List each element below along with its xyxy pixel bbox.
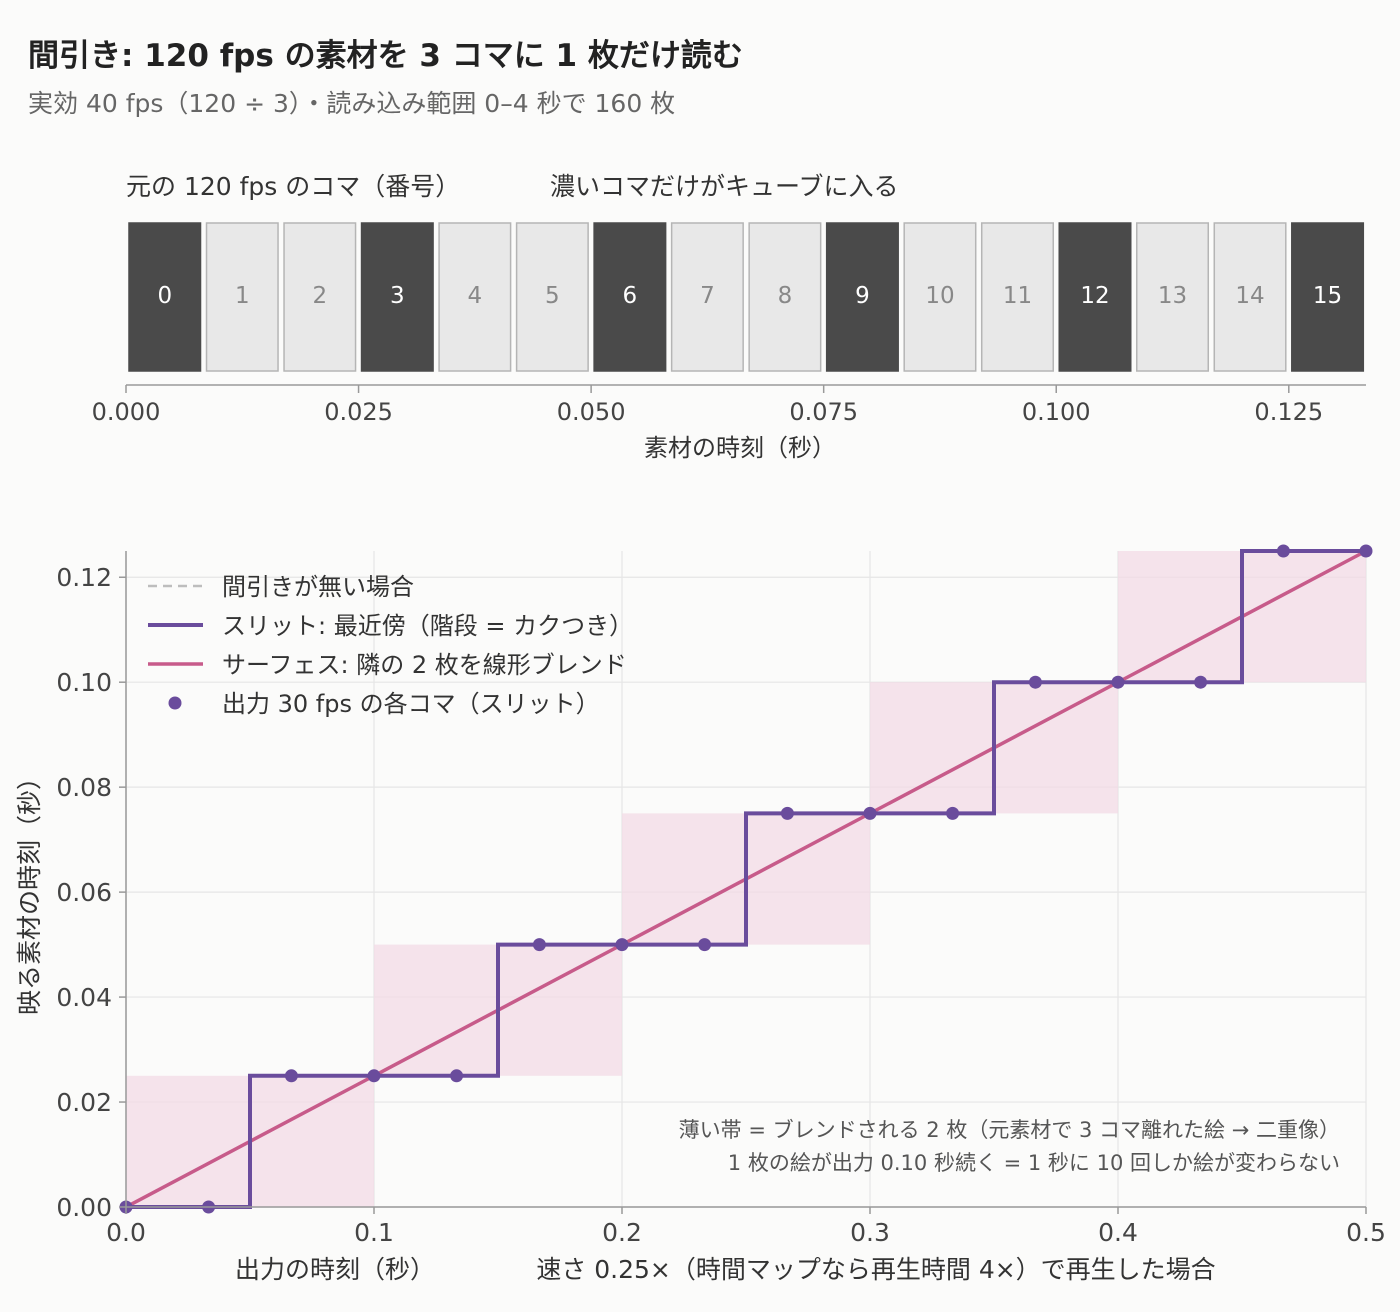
output-frame-point xyxy=(1111,675,1125,689)
frame-label-0: 0 xyxy=(157,283,172,309)
frame-box-1 xyxy=(205,222,279,372)
x-tick-label: 0.4 xyxy=(1098,1218,1138,1247)
frame-box-10 xyxy=(903,222,977,372)
frame-x-tick-label: 0.125 xyxy=(1254,398,1323,426)
output-frame-point xyxy=(202,1200,216,1214)
series-no-decimation xyxy=(125,549,1367,1209)
annotation-line-1: 薄い帯 = ブレンドされる 2 枚（元素材で 3 コマ離れた絵 → 二重像） xyxy=(679,1118,1340,1142)
legend-swatch-points xyxy=(168,696,182,710)
frame-label-6: 6 xyxy=(623,283,638,309)
frame-x-tick-label: 0.025 xyxy=(324,398,393,426)
output-frame-point xyxy=(1028,675,1042,689)
output-frame-point xyxy=(119,1200,133,1214)
x-tick-label: 0.2 xyxy=(602,1218,642,1247)
output-frame-point xyxy=(1276,544,1290,558)
frame-x-tick-label: 0.050 xyxy=(557,398,626,426)
series-surface-blend xyxy=(125,549,1367,1209)
frame-box-5 xyxy=(515,222,589,372)
output-frame-point xyxy=(284,1069,298,1083)
output-frame-point xyxy=(450,1069,464,1083)
frame-box-7 xyxy=(670,222,744,372)
frame-box-0 xyxy=(128,222,202,372)
y-tick-label: 0.04 xyxy=(56,983,112,1012)
frame-label-3: 3 xyxy=(390,283,405,309)
frame-label-14: 14 xyxy=(1235,283,1264,309)
frame-strip-x-ticks: 0.000 0.025 0.050 0.075 0.100 0.125 xyxy=(92,385,1323,426)
series-slit-step xyxy=(126,549,1366,1209)
frame-strip-note: 濃いコマだけがキューブに入る xyxy=(550,172,899,201)
blend-band xyxy=(1118,551,1366,683)
frame-label-15: 15 xyxy=(1313,283,1342,309)
x-tick-label: 0.5 xyxy=(1346,1218,1386,1247)
blend-band xyxy=(870,682,1118,814)
y-tick-label: 0.10 xyxy=(56,668,112,697)
y-tick-label: 0.08 xyxy=(56,773,112,802)
legend-label: 出力 30 fps の各コマ（スリット） xyxy=(222,690,600,718)
legend-label: スリット: 最近傍（階段 = カクつき） xyxy=(222,612,633,640)
frame-box-6 xyxy=(593,222,667,372)
frame-box-13 xyxy=(1136,222,1210,372)
frame-label-13: 13 xyxy=(1158,283,1187,309)
blend-band xyxy=(622,813,870,945)
main-x-label-note: 速さ 0.25×（時間マップなら再生時間 4×）で再生した場合 xyxy=(536,1255,1215,1284)
frame-x-tick-label: 0.100 xyxy=(1022,398,1091,426)
main-x-label: 出力の時刻（秒） xyxy=(235,1255,435,1284)
output-frame-point xyxy=(1194,675,1208,689)
frame-label-2: 2 xyxy=(312,283,327,309)
frame-x-tick-label: 0.075 xyxy=(789,398,858,426)
blend-band xyxy=(374,944,622,1076)
output-frame-point xyxy=(615,938,629,952)
frame-box-9 xyxy=(825,222,899,372)
blend-band xyxy=(126,1075,374,1207)
legend-label: 間引きが無い場合 xyxy=(222,573,414,601)
frame-box-11 xyxy=(980,222,1054,372)
y-tick-label: 0.02 xyxy=(56,1088,112,1117)
frame-label-4: 4 xyxy=(468,283,483,309)
frame-box-4 xyxy=(438,222,512,372)
frame-label-1: 1 xyxy=(235,283,250,309)
output-frame-point xyxy=(698,938,712,952)
frame-box-14 xyxy=(1213,222,1287,372)
chart-subtitle: 実効 40 fps（120 ÷ 3）・読み込み範囲 0–4 秒で 160 枚 xyxy=(28,89,676,118)
frame-strip-x-label: 素材の時刻（秒） xyxy=(644,434,836,462)
output-frame-point xyxy=(780,806,794,820)
chart-title: 間引き: 120 fps の素材を 3 コマに 1 枚だけ読む xyxy=(28,38,743,74)
frame-x-tick-label: 0.000 xyxy=(92,398,161,426)
output-frame-point xyxy=(532,938,546,952)
output-frame-point xyxy=(863,806,877,820)
frame-label-8: 8 xyxy=(778,283,793,309)
x-tick-label: 0.0 xyxy=(106,1218,146,1247)
x-tick-label: 0.1 xyxy=(354,1218,394,1247)
frame-box-15 xyxy=(1291,222,1365,372)
y-tick-label: 0.00 xyxy=(56,1193,112,1222)
y-tick-label: 0.06 xyxy=(56,878,112,907)
y-tick-label: 0.12 xyxy=(56,563,112,592)
axes: 0.0 0.1 0.2 0.3 0.4 0.5 0.00 0.02 0.04 0.06 0.08 0.… xyxy=(56,551,1386,1247)
frame-strip-title: 元の 120 fps のコマ（番号） xyxy=(126,172,460,201)
legend-label: サーフェス: 隣の 2 枚を線形ブレンド xyxy=(222,651,627,679)
blend-bands xyxy=(126,551,1366,1207)
frame-boxes: 0 1 2 3 4 5 6 7 8 9 10 11 12 13 14 15 xyxy=(128,222,1365,372)
output-frame-point xyxy=(367,1069,381,1083)
frame-label-9: 9 xyxy=(855,283,870,309)
frame-label-5: 5 xyxy=(545,283,560,309)
output-frame-point xyxy=(1359,544,1373,558)
frame-box-12 xyxy=(1058,222,1132,372)
frame-box-3 xyxy=(360,222,434,372)
grid xyxy=(125,551,1367,1208)
frame-label-7: 7 xyxy=(700,283,715,309)
annotation-line-2: 1 枚の絵が出力 0.10 秒続く = 1 秒に 10 回しか絵が変わらない xyxy=(728,1151,1340,1175)
main-y-label: 映る素材の時刻（秒） xyxy=(15,765,44,1015)
frame-box-2 xyxy=(283,222,357,372)
frame-label-11: 11 xyxy=(1003,283,1032,309)
output-frame-point xyxy=(946,806,960,820)
x-tick-label: 0.3 xyxy=(850,1218,890,1247)
frame-label-10: 10 xyxy=(925,283,954,309)
frame-label-12: 12 xyxy=(1080,283,1109,309)
frame-box-8 xyxy=(748,222,822,372)
series xyxy=(119,544,1373,1214)
